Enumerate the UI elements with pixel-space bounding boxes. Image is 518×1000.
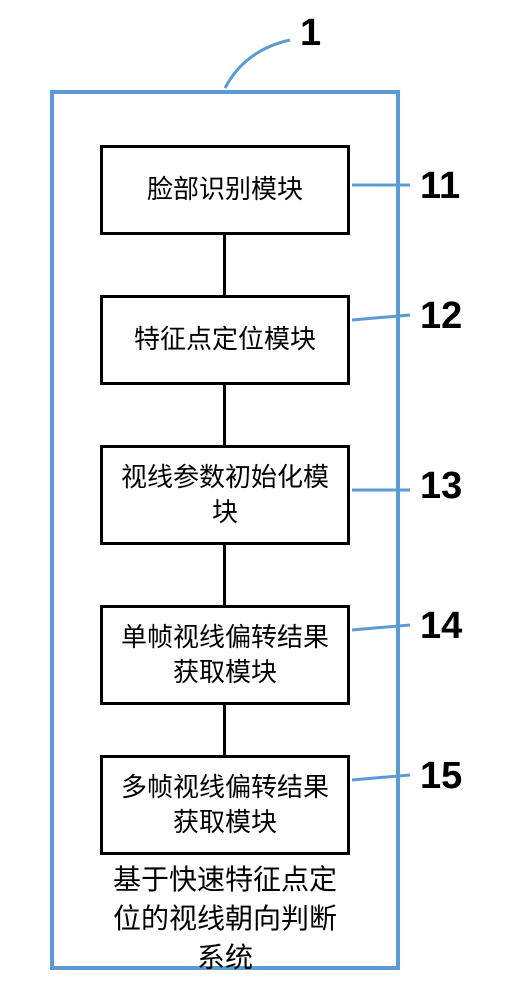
label-15: 15 bbox=[420, 755, 462, 798]
system-title: 基于快速特征点定位的视线朝向判断系统 bbox=[95, 860, 355, 978]
leader-15 bbox=[0, 0, 518, 1000]
diagram-canvas: 1 脸部识别模块 11 特征点定位模块 12 视线参数初始化模块 13 单帧视线… bbox=[0, 0, 518, 1000]
